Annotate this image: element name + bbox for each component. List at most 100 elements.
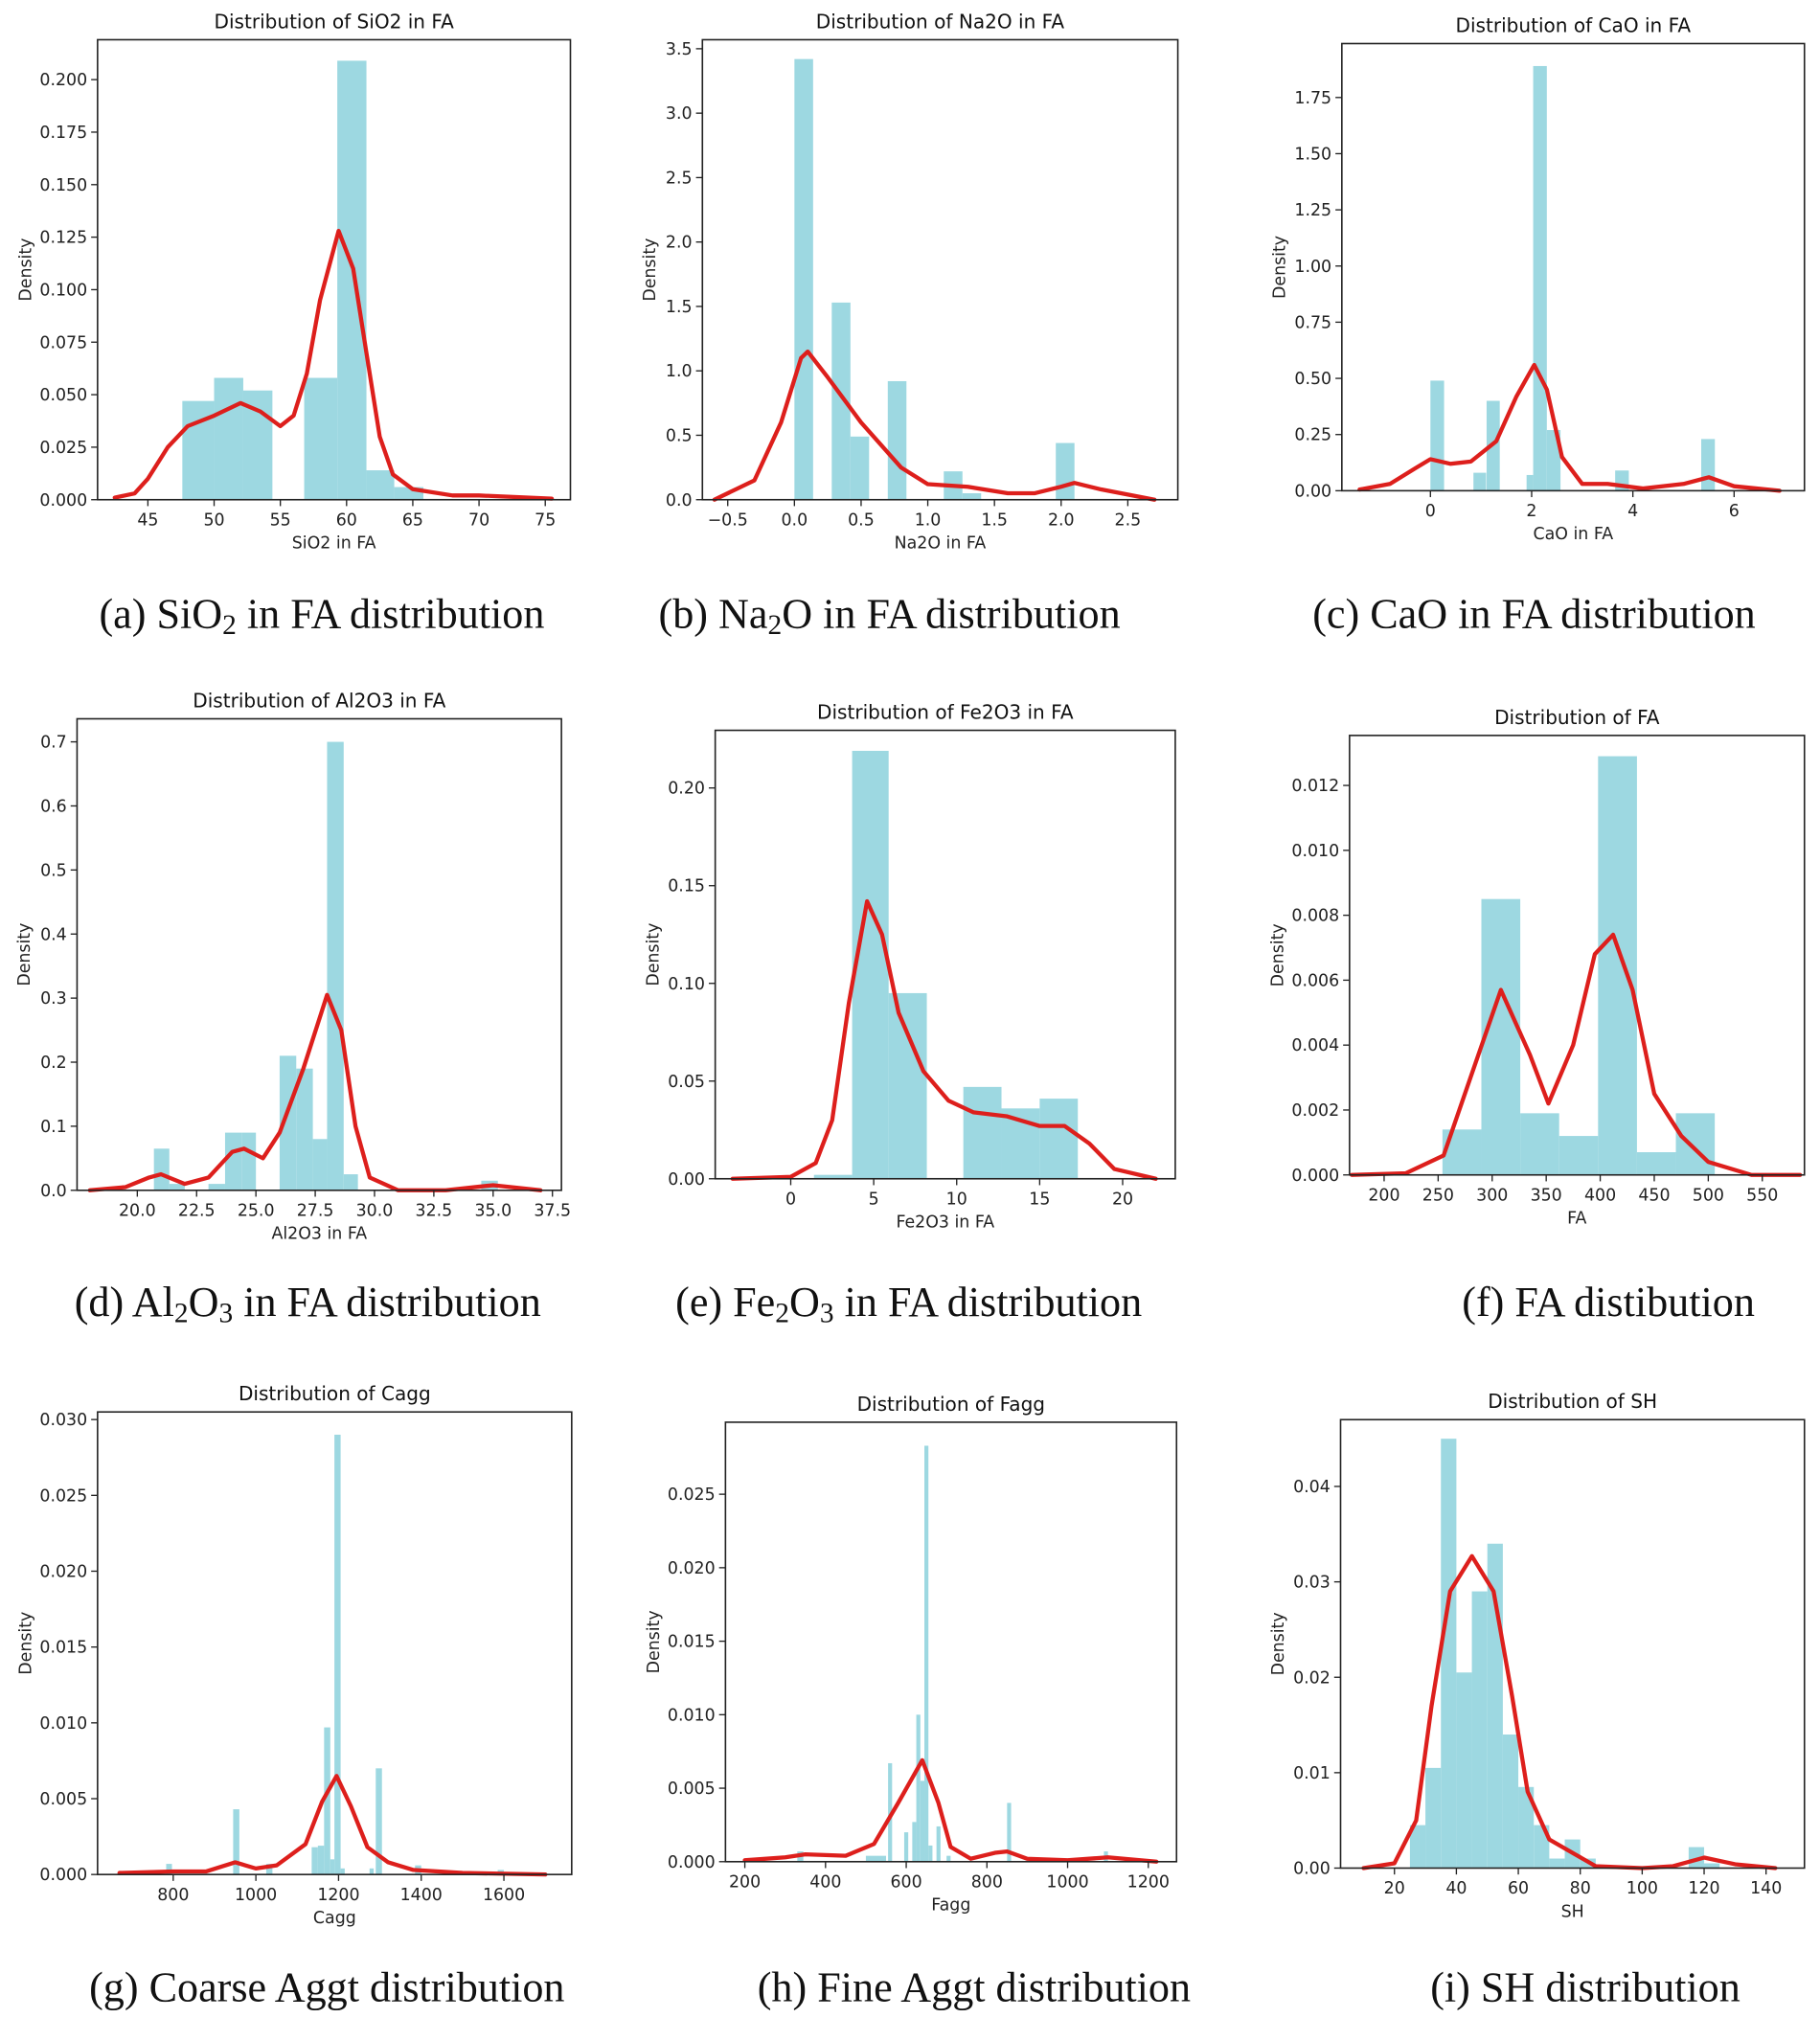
x-axis-label: SiO2 in FA (292, 534, 376, 554)
x-tick-label: 5 (869, 1190, 879, 1210)
chart-e: 0 5 10 15 20 0.00 0.05 0.10 0.15 0.20 Distribution… (644, 700, 1176, 1329)
x-tick-label: 2.0 (1048, 510, 1075, 530)
histogram-bar (1441, 1439, 1457, 1869)
y-tick-label: 0.000 (39, 491, 87, 510)
histogram-bar (1518, 1786, 1535, 1869)
histogram-bar (946, 1855, 951, 1862)
y-tick-label: 0.000 (668, 1853, 716, 1872)
y-tick-label: 0.008 (1291, 907, 1339, 926)
histogram-bar (265, 1864, 273, 1875)
x-tick-label: 2.5 (1115, 510, 1142, 530)
histogram-bar (169, 1184, 185, 1190)
subfigure-caption: (h) Fine Aggt distribution (758, 1964, 1191, 2011)
y-tick-label: 0.7 (40, 734, 67, 753)
chart-c: 0 2 4 6 0.00 0.25 0.50 0.75 1.00 1.25 1.50 1.75 Dist… (1270, 13, 1806, 638)
chart-title: Distribution of Fagg (857, 1393, 1045, 1416)
chart-f: 200 250 300 350 400 450 500 550 0.000 0.002 0.004 0… (1268, 706, 1806, 1326)
histogram-bar (936, 1825, 941, 1862)
y-tick-label: 1.00 (1294, 258, 1331, 277)
histogram-bar (337, 60, 367, 500)
x-tick-label: 80 (1570, 1879, 1591, 1898)
x-tick-label: 0 (785, 1190, 796, 1210)
x-tick-label: 0.0 (782, 510, 808, 530)
histogram-bar (1534, 1825, 1550, 1869)
y-axis-label: Density (16, 238, 35, 302)
histogram-bar (1700, 439, 1716, 491)
subfigure-caption: (b) Na2O in FA distribution (659, 591, 1121, 642)
chart-a: 45 50 55 60 65 70 75 0.000 0.025 0.050 0.075 0.100 0… (16, 10, 572, 641)
histogram-bar (1636, 1152, 1676, 1175)
y-tick-label: 1.5 (666, 298, 693, 317)
x-tick-label: 25.0 (238, 1202, 275, 1221)
kde-curve (112, 228, 555, 501)
subfigure-caption: (f) FA distibution (1462, 1279, 1755, 1326)
y-tick-label: 0.050 (39, 386, 87, 405)
histogram-bar (317, 1846, 325, 1875)
subfigure-caption: (i) SH distribution (1430, 1964, 1740, 2011)
y-tick-label: 0.025 (39, 1486, 87, 1506)
histogram-bar (903, 1832, 909, 1862)
y-axis-label: Density (641, 238, 660, 302)
histogram-bar (340, 1868, 345, 1875)
x-tick-label: 10 (946, 1190, 967, 1210)
x-tick-label: 22.5 (178, 1202, 216, 1221)
y-tick-label: 0.2 (40, 1054, 67, 1073)
histogram-bar (241, 1132, 257, 1190)
y-tick-label: 3.0 (666, 104, 693, 124)
chart-title: Distribution of Fe2O3 in FA (817, 700, 1074, 723)
y-tick-label: 0.025 (668, 1485, 716, 1505)
caption-text: in FA distribution (233, 1279, 541, 1326)
x-tick-label: 0.5 (848, 510, 875, 530)
chart-title: Distribution of CaO in FA (1456, 13, 1692, 36)
histogram-bar (813, 1174, 853, 1179)
histogram-bar (1409, 1825, 1426, 1869)
histogram-bar (962, 493, 982, 500)
histogram-bar (912, 1822, 917, 1862)
y-tick-label: 0.5 (666, 426, 693, 445)
caption-subscript: 2 (775, 1299, 789, 1329)
x-axis-label: SH (1561, 1902, 1584, 1921)
y-tick-label: 0.25 (1294, 426, 1331, 445)
x-tick-label: 4 (1627, 502, 1638, 521)
x-tick-label: 600 (890, 1873, 921, 1893)
y-tick-label: 0.20 (668, 780, 705, 799)
histogram-bar (166, 1864, 172, 1875)
kde-curve (1349, 932, 1803, 1177)
x-tick-label: 2 (1526, 502, 1536, 521)
y-tick-label: 0.002 (1291, 1101, 1339, 1121)
histogram-bar (279, 1055, 297, 1190)
histogram-bar (366, 470, 395, 500)
histogram-bar (1526, 474, 1534, 491)
histogram-bar (327, 741, 344, 1190)
x-tick-label: 20 (1112, 1190, 1133, 1210)
y-tick-label: 0.150 (39, 176, 87, 195)
x-axis-label: Fagg (931, 1896, 970, 1916)
y-tick-label: 0.01 (1293, 1764, 1331, 1783)
kde-curve (117, 1774, 548, 1877)
histogram-bar (1481, 898, 1521, 1175)
x-tick-label: −0.5 (708, 510, 748, 530)
caption-text: (i) SH distribution (1430, 1964, 1740, 2011)
y-tick-label: 0.005 (668, 1780, 716, 1799)
x-tick-label: 32.5 (416, 1202, 453, 1221)
y-tick-label: 0.010 (1291, 842, 1339, 861)
y-tick-label: 0.03 (1293, 1574, 1331, 1593)
chart-title: Distribution of Na2O in FA (816, 10, 1065, 33)
histogram-bar (1456, 1672, 1472, 1869)
histogram-bar (1520, 1113, 1559, 1175)
x-tick-label: 30.0 (356, 1202, 394, 1221)
y-tick-label: 0.015 (668, 1633, 716, 1652)
caption-subscript: 2 (767, 610, 782, 641)
y-tick-label: 0.10 (668, 975, 705, 994)
x-tick-label: 1000 (1046, 1873, 1088, 1893)
y-axis-label: Density (15, 923, 34, 986)
y-tick-label: 0.05 (668, 1073, 705, 1092)
y-tick-label: 0.6 (40, 797, 67, 816)
histogram-bar (850, 436, 870, 500)
caption-text: (e) Fe (675, 1279, 775, 1326)
chart-i: 20 40 60 80 100 120 140 0.00 0.01 0.02 0.03 0.04 Dis… (1269, 1390, 1806, 2011)
histogram-bar (1430, 380, 1445, 491)
histogram-bar (1471, 1591, 1488, 1869)
histogram-bar (153, 1148, 170, 1190)
